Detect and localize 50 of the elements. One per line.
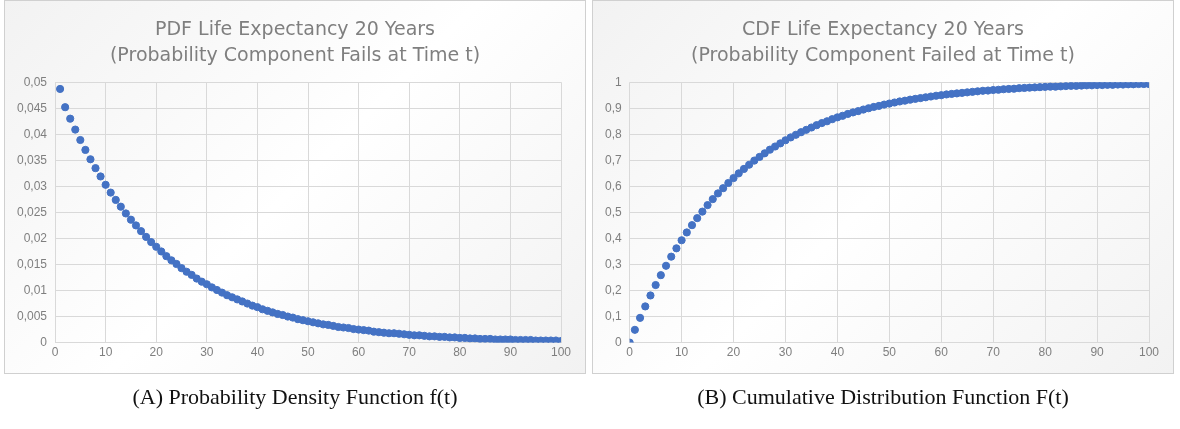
x-tick-label: 70 bbox=[986, 345, 1001, 360]
x-tick-label: 90 bbox=[1090, 345, 1105, 360]
y-tick-label: 0,015 bbox=[17, 256, 48, 271]
chart-subtitle: (Probability Component Failed at Time t) bbox=[690, 42, 1076, 67]
y-tick-label: 0,02 bbox=[23, 230, 48, 245]
y-tick-label: 0,8 bbox=[604, 126, 622, 141]
x-tick-label: 70 bbox=[402, 345, 417, 360]
y-tick-label: 0,005 bbox=[17, 308, 48, 323]
x-tick-label: 100 bbox=[550, 345, 572, 360]
y-tick-label: 0,1 bbox=[604, 308, 622, 323]
x-tick-label: 30 bbox=[778, 345, 793, 360]
x-tick-label: 80 bbox=[1038, 345, 1053, 360]
x-tick-label: 80 bbox=[453, 345, 467, 360]
y-tick-label: 0 bbox=[614, 334, 622, 349]
x-tick-label: 50 bbox=[301, 345, 316, 360]
x-tick-label: 90 bbox=[503, 345, 518, 360]
y-tick-label: 0,3 bbox=[604, 256, 622, 271]
y-tick-label: 0,035 bbox=[17, 152, 48, 167]
y-tick-label: 0,045 bbox=[17, 100, 48, 115]
y-tick-label: 0,5 bbox=[604, 204, 622, 219]
x-tick-label: 50 bbox=[882, 345, 897, 360]
y-tick-label: 0,2 bbox=[604, 282, 622, 297]
y-tick-label: 0,4 bbox=[604, 230, 622, 245]
chart-subtitle: (Probability Component Fails at Time t) bbox=[108, 42, 482, 67]
x-tick-label: 20 bbox=[726, 345, 741, 360]
text: (B) Cumulative Distribution Function F(t) bbox=[696, 383, 1070, 410]
x-tick-label: 30 bbox=[200, 345, 214, 360]
x-tick-label: 40 bbox=[830, 345, 845, 360]
x-tick-label: 40 bbox=[250, 345, 265, 360]
y-tick-label: 0,9 bbox=[604, 100, 622, 115]
x-tick-label: 60 bbox=[351, 345, 366, 360]
x-tick-label: 100 bbox=[1138, 345, 1160, 360]
text: (A) Probability Density Function f(t) bbox=[131, 383, 459, 410]
x-tick-label: 60 bbox=[934, 345, 949, 360]
y-tick-label: 0,6 bbox=[604, 178, 622, 193]
x-tick-label: 20 bbox=[149, 345, 164, 360]
y-tick-label: 0,025 bbox=[17, 204, 48, 219]
x-tick-label: 10 bbox=[674, 345, 689, 360]
y-tick-label: 0 bbox=[40, 334, 48, 349]
y-tick-label: 0,01 bbox=[23, 282, 48, 297]
x-tick-label: 10 bbox=[98, 345, 113, 360]
y-tick-label: 0,05 bbox=[23, 74, 48, 89]
chart-title: PDF Life Expectancy 20 Years bbox=[154, 16, 436, 41]
y-tick-label: 1 bbox=[614, 74, 622, 89]
y-tick-label: 0,7 bbox=[604, 152, 622, 167]
y-tick-label: 0,04 bbox=[23, 126, 48, 141]
x-tick-label: 0 bbox=[626, 345, 634, 360]
chart-title: CDF Life Expectancy 20 Years bbox=[741, 16, 1025, 41]
x-tick-label: 0 bbox=[51, 345, 59, 360]
y-tick-label: 0,03 bbox=[23, 178, 48, 193]
